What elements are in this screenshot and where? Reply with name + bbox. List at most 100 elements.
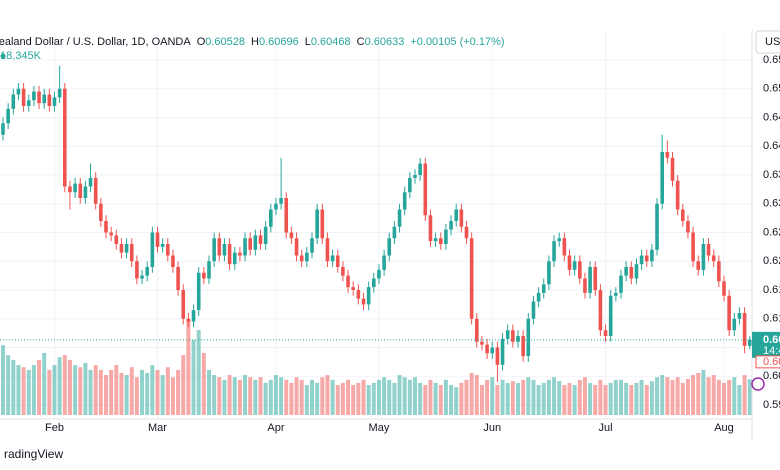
- volume-bar: [37, 359, 42, 415]
- volume-bar: [371, 382, 376, 415]
- volume-bar: [52, 365, 57, 415]
- volume-bar: [541, 382, 546, 415]
- volume-bar: [443, 379, 448, 415]
- volume-bar: [258, 377, 263, 415]
- candle-body: [258, 235, 263, 244]
- currency-label[interactable]: USD: [765, 36, 780, 48]
- prev-close-label: 0.6053: [763, 356, 780, 368]
- volume-bar: [62, 355, 67, 415]
- candle-body: [444, 229, 448, 244]
- header-part: 0.60468: [311, 36, 351, 48]
- candle-body: [181, 290, 186, 319]
- volume-bar: [526, 377, 531, 415]
- candle-body: [330, 255, 335, 262]
- volume-bar: [351, 385, 356, 415]
- candle-body: [541, 284, 546, 293]
- volume-bar: [691, 375, 696, 415]
- volume-bar: [366, 385, 371, 415]
- candle-body: [686, 221, 690, 233]
- candle-body: [196, 272, 201, 311]
- volume-bar: [598, 379, 603, 415]
- volume-bar: [428, 379, 433, 415]
- candle-body: [701, 244, 706, 270]
- volume-bar: [109, 369, 114, 415]
- volume-bar: [376, 379, 381, 415]
- candle-body: [176, 267, 180, 290]
- volume-bar: [423, 385, 428, 415]
- volume-bar: [42, 352, 47, 415]
- candle-body: [449, 221, 453, 230]
- volume-bar: [279, 377, 284, 415]
- candle-body: [129, 244, 134, 262]
- candle-body: [335, 255, 340, 267]
- candle-body: [675, 180, 680, 210]
- header-part: +0.00105 (+0.17%): [410, 36, 504, 48]
- y-tick-label: 0.600: [763, 370, 780, 382]
- volume-bar: [634, 382, 639, 415]
- candle-body: [217, 238, 222, 256]
- candle-body: [279, 198, 283, 204]
- candle-body: [289, 232, 294, 239]
- candle-body: [490, 347, 495, 354]
- volume-bar: [459, 382, 464, 415]
- candle-body: [21, 88, 26, 106]
- volume-bar: [474, 375, 479, 415]
- candle-body: [207, 261, 211, 279]
- y-tick-label: 0.625: [763, 226, 780, 238]
- candle-body: [294, 238, 299, 256]
- header-part: 0.60528: [205, 36, 245, 48]
- volume-bar: [73, 365, 78, 415]
- candle-body: [402, 192, 407, 210]
- volume-bar: [701, 369, 706, 415]
- candle-body: [562, 238, 567, 256]
- volume-value: 18.345K: [0, 50, 42, 62]
- volume-bar: [392, 382, 397, 415]
- volume-bar: [588, 382, 593, 415]
- candle-body: [634, 264, 639, 279]
- volume-bar: [6, 355, 11, 415]
- x-tick-label: Feb: [45, 422, 64, 434]
- candle-body: [78, 183, 83, 198]
- volume-bar: [624, 382, 629, 415]
- replay-icon[interactable]: [751, 377, 765, 391]
- volume-dot: [0, 53, 6, 59]
- axis-layer: 0.5950.6000.6050.6100.6150.6200.6250.630…: [0, 54, 780, 434]
- candle-body: [650, 249, 654, 262]
- candle-body: [135, 261, 139, 279]
- volume-bar: [469, 372, 474, 415]
- volume-bar: [253, 379, 258, 415]
- candle-layer: [1, 65, 752, 382]
- candle-body: [93, 177, 98, 204]
- candle-body: [351, 287, 355, 290]
- volume-bar: [170, 377, 175, 415]
- volume-bar: [495, 385, 500, 415]
- candle-body: [232, 252, 237, 265]
- candle-body: [583, 278, 587, 293]
- volume-bar: [649, 381, 654, 415]
- volume-bar: [191, 339, 196, 415]
- candle-body: [500, 338, 505, 365]
- volume-bar: [546, 379, 551, 415]
- volume-bar: [310, 379, 314, 415]
- volume-bar: [665, 377, 670, 415]
- candle-body: [99, 203, 103, 221]
- volume-bar: [356, 382, 361, 415]
- candle-body: [511, 330, 515, 342]
- volume-bar: [644, 385, 649, 415]
- volume-bar: [629, 385, 634, 415]
- volume-bar: [273, 375, 278, 415]
- volume-bar: [294, 377, 299, 415]
- candle-body: [655, 203, 659, 250]
- volume-bar: [47, 369, 52, 415]
- candle-body: [63, 88, 67, 187]
- x-tick-label: Jul: [599, 422, 613, 434]
- candle-body: [114, 235, 119, 244]
- volume-bar: [67, 359, 72, 415]
- candle-body: [619, 275, 623, 293]
- currency-button[interactable]: [755, 30, 780, 54]
- volume-bar: [521, 379, 526, 415]
- volume-bar: [11, 359, 16, 415]
- volume-bar: [577, 379, 582, 415]
- candle-body: [428, 215, 433, 242]
- volume-bar: [104, 375, 108, 415]
